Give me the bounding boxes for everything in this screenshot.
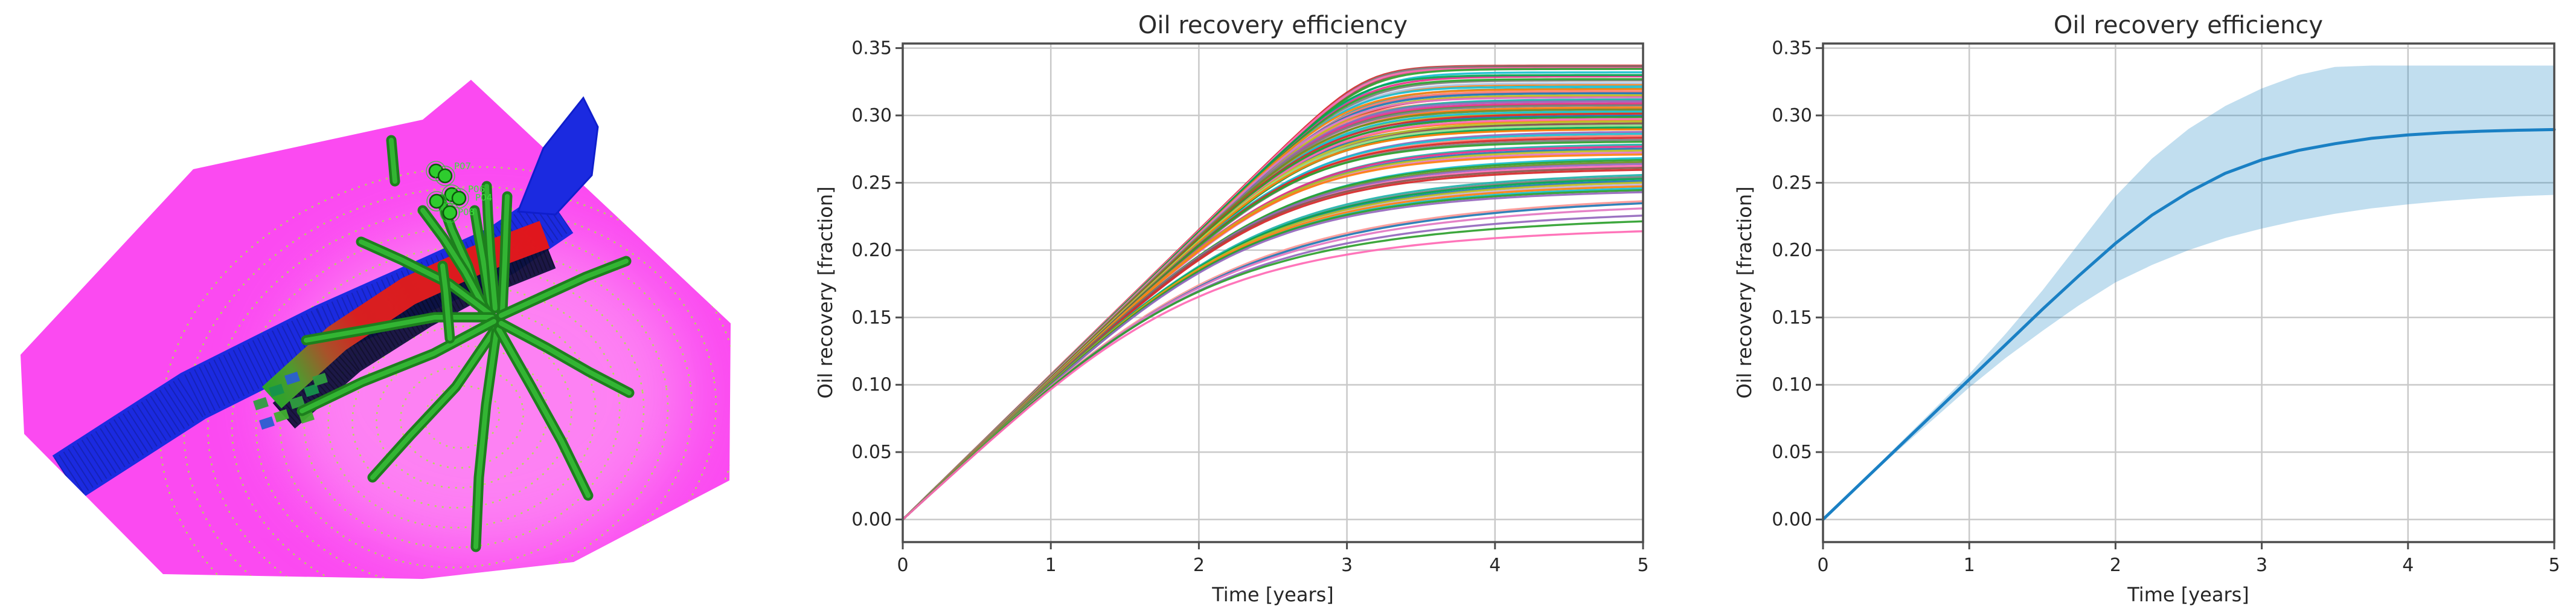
svg-text:0.30: 0.30	[851, 105, 892, 126]
svg-text:0.35: 0.35	[851, 38, 892, 59]
svg-text:0.20: 0.20	[851, 240, 892, 261]
uncertainty-chart: 0.00 0.05 0.10 0.15 0.20 0.25 0.30 0.35 0 1 2 3 4 5	[1772, 38, 2560, 576]
svg-text:0.05: 0.05	[1772, 442, 1812, 463]
ensemble-chart-xlabel: Time [years]	[1211, 583, 1334, 606]
svg-text:0.20: 0.20	[1772, 240, 1812, 261]
uncertainty-chart-title: Oil recovery efficiency	[2054, 11, 2323, 39]
uncertainty-chart-xlabel: Time [years]	[2127, 583, 2249, 606]
well-trajectories	[296, 135, 635, 552]
svg-text:0.25: 0.25	[851, 172, 892, 193]
well-label: P07	[454, 161, 471, 172]
svg-text:0.10: 0.10	[1772, 375, 1812, 396]
svg-text:1: 1	[1964, 555, 1975, 576]
ensemble-chart-title: Oil recovery efficiency	[1138, 11, 1408, 39]
ensemble-chart-ylabel: Oil recovery [fraction]	[814, 186, 837, 398]
well-label: P04	[475, 192, 492, 203]
svg-text:0.35: 0.35	[1772, 38, 1812, 59]
svg-text:0.25: 0.25	[1772, 172, 1812, 193]
svg-text:0.10: 0.10	[851, 375, 892, 396]
svg-text:1: 1	[1045, 555, 1057, 576]
svg-text:0.30: 0.30	[1772, 105, 1812, 126]
svg-text:0.00: 0.00	[851, 509, 892, 531]
well-label: P08	[458, 207, 475, 218]
svg-text:4: 4	[1489, 555, 1501, 576]
svg-text:5: 5	[1637, 555, 1648, 576]
svg-text:5: 5	[2548, 555, 2560, 576]
channel-sail	[516, 96, 599, 216]
uncertainty-chart-ylabel: Oil recovery [fraction]	[1733, 186, 1756, 398]
svg-text:4: 4	[2402, 555, 2414, 576]
svg-text:2: 2	[2110, 555, 2121, 576]
svg-text:0: 0	[897, 555, 908, 576]
svg-text:3: 3	[2256, 555, 2267, 576]
svg-text:2: 2	[1193, 555, 1205, 576]
svg-text:0: 0	[1817, 555, 1828, 576]
svg-text:0.15: 0.15	[851, 307, 892, 328]
ensemble-chart: 0.00 0.05 0.10 0.15 0.20 0.25 0.30 0.35 0 1 2 3 4 5	[851, 38, 1648, 576]
svg-text:0.05: 0.05	[851, 442, 892, 463]
well-label: P06	[468, 184, 485, 195]
svg-text:0.15: 0.15	[1772, 307, 1812, 328]
svg-text:0.00: 0.00	[1772, 509, 1812, 531]
svg-text:3: 3	[1341, 555, 1353, 576]
